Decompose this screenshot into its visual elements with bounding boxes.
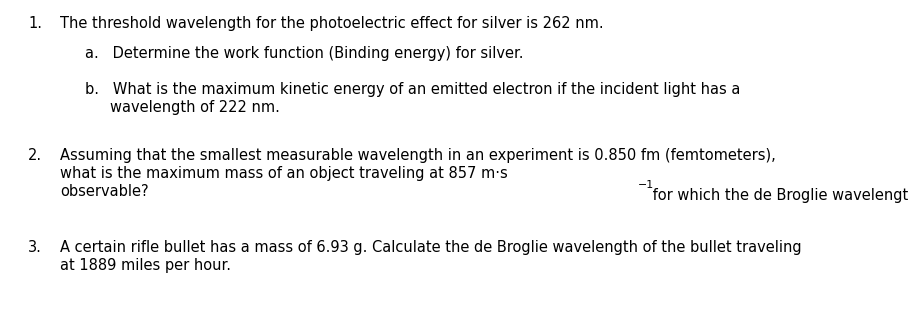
- Text: wavelength of 222 nm.: wavelength of 222 nm.: [110, 100, 280, 115]
- Text: at 1889 miles per hour.: at 1889 miles per hour.: [60, 258, 231, 273]
- Text: observable?: observable?: [60, 184, 149, 199]
- Text: 3.: 3.: [28, 240, 42, 255]
- Text: for which the de Broglie wavelength is: for which the de Broglie wavelength is: [647, 188, 908, 203]
- Text: a.   Determine the work function (Binding energy) for silver.: a. Determine the work function (Binding …: [85, 46, 524, 61]
- Text: A certain rifle bullet has a mass of 6.93 g. Calculate the de Broglie wavelength: A certain rifle bullet has a mass of 6.9…: [60, 240, 802, 255]
- Text: what is the maximum mass of an object traveling at 857 m·s: what is the maximum mass of an object tr…: [60, 166, 508, 181]
- Text: Assuming that the smallest measurable wavelength in an experiment is 0.850 fm (f: Assuming that the smallest measurable wa…: [60, 148, 775, 163]
- Text: 1.: 1.: [28, 16, 42, 31]
- Text: The threshold wavelength for the photoelectric effect for silver is 262 nm.: The threshold wavelength for the photoel…: [60, 16, 604, 31]
- Text: 2.: 2.: [28, 148, 42, 163]
- Text: b.   What is the maximum kinetic energy of an emitted electron if the incident l: b. What is the maximum kinetic energy of…: [85, 82, 740, 97]
- Text: −1: −1: [637, 181, 654, 190]
